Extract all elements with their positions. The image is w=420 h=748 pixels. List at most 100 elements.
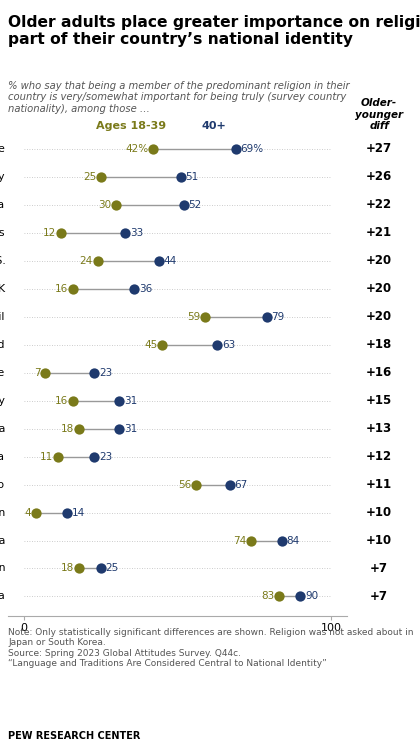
Text: 30: 30 [98,200,111,209]
Text: 14: 14 [71,508,85,518]
Text: PEW RESEARCH CENTER: PEW RESEARCH CENTER [8,732,141,741]
Text: Australia: Australia [0,452,5,462]
Point [97,562,104,574]
Text: +26: +26 [366,171,392,183]
Text: 12: 12 [43,227,56,238]
Text: 40+: 40+ [202,121,227,132]
Text: 33: 33 [130,227,143,238]
Point [33,506,39,518]
Text: +7: +7 [370,562,388,575]
Point [122,227,129,239]
Text: UK: UK [0,283,5,294]
Point [263,310,270,322]
Point [54,450,61,462]
Point [248,535,255,547]
Point [42,367,49,378]
Text: +16: +16 [366,366,392,379]
Text: Ages 18-39: Ages 18-39 [96,121,166,132]
Point [97,171,104,183]
Text: 67: 67 [234,479,248,489]
Text: +27: +27 [366,142,392,156]
Text: 74: 74 [234,536,247,545]
Text: +12: +12 [366,450,392,463]
Point [91,450,98,462]
Point [180,199,187,211]
Point [76,423,82,435]
Point [202,310,208,322]
Text: 36: 36 [139,283,152,294]
Point [297,590,304,602]
Text: 23: 23 [99,367,112,378]
Text: Spain: Spain [0,563,5,574]
Text: 63: 63 [222,340,235,349]
Text: U.S.: U.S. [0,256,5,266]
Point [70,283,76,295]
Text: 59: 59 [187,312,200,322]
Point [116,423,123,435]
Text: 16: 16 [55,283,68,294]
Text: 44: 44 [164,256,177,266]
Text: +15: +15 [366,394,392,407]
Text: Older-
younger
diff: Older- younger diff [355,98,403,132]
Text: +20: +20 [366,282,392,295]
Text: 84: 84 [286,536,300,545]
Text: 16: 16 [55,396,68,405]
Text: 23: 23 [99,452,112,462]
Text: 79: 79 [271,312,284,322]
Text: 52: 52 [188,200,202,209]
Text: Brazil: Brazil [0,312,5,322]
Text: 31: 31 [123,423,137,434]
Text: 31: 31 [123,396,137,405]
Text: Greece: Greece [0,144,5,154]
Point [226,479,233,491]
Text: 90: 90 [305,592,318,601]
Text: % who say that being a member of the predominant religion in their
country is ve: % who say that being a member of the pre… [8,81,350,114]
Text: +21: +21 [366,226,392,239]
Point [276,590,282,602]
Point [116,395,123,407]
Point [192,479,199,491]
Point [70,395,76,407]
Text: Argentina: Argentina [0,200,5,209]
Text: 18: 18 [61,423,74,434]
Text: 42%: 42% [125,144,148,154]
Text: 18: 18 [61,563,74,574]
Text: +20: +20 [366,254,392,267]
Point [113,199,119,211]
Text: Germany: Germany [0,396,5,405]
Text: Indonesia: Indonesia [0,592,5,601]
Point [57,227,64,239]
Text: 45: 45 [144,340,158,349]
Point [63,506,70,518]
Text: 51: 51 [185,172,198,182]
Text: +20: +20 [366,310,392,323]
Point [159,339,165,351]
Point [91,367,98,378]
Text: Italy: Italy [0,172,5,182]
Text: South Africa: South Africa [0,536,5,545]
Text: 83: 83 [261,592,274,601]
Point [177,171,184,183]
Text: 25: 25 [83,172,96,182]
Point [233,143,239,155]
Point [150,143,156,155]
Text: +10: +10 [366,534,392,547]
Text: +11: +11 [366,478,392,491]
Text: +10: +10 [366,506,392,519]
Text: 24: 24 [80,256,93,266]
Text: Poland: Poland [0,340,5,349]
Text: +7: +7 [370,590,388,603]
Text: 25: 25 [105,563,118,574]
Text: Older adults place greater importance on religion as
part of their country’s nat: Older adults place greater importance on… [8,15,420,47]
Text: Canada: Canada [0,423,5,434]
Text: Netherlands: Netherlands [0,227,5,238]
Point [156,255,163,267]
Point [278,535,285,547]
Text: +13: +13 [366,422,392,435]
Text: 69%: 69% [241,144,264,154]
Point [94,255,101,267]
Text: 11: 11 [40,452,53,462]
Point [131,283,138,295]
Text: +18: +18 [366,338,392,351]
Text: +22: +22 [366,198,392,211]
